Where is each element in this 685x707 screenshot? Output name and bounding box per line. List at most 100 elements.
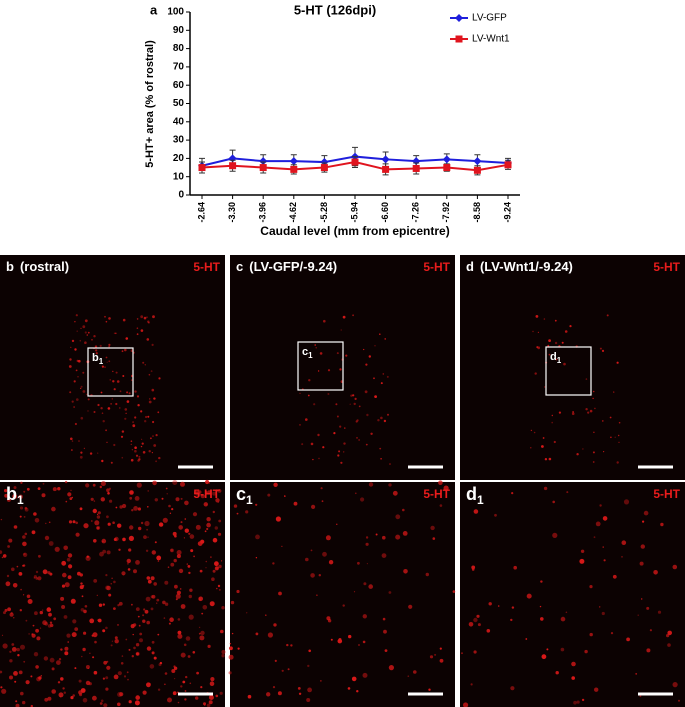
speckle xyxy=(362,640,366,644)
speckle xyxy=(214,561,219,567)
stain-label: 5-HT xyxy=(653,260,680,274)
speckle xyxy=(439,647,442,650)
speckle xyxy=(623,499,630,505)
speckle xyxy=(152,480,157,486)
speckle xyxy=(297,687,301,690)
speckle xyxy=(616,361,619,364)
speckle xyxy=(97,511,101,515)
speckle xyxy=(589,409,593,413)
x-tick-label: -3.96 xyxy=(258,202,268,223)
x-tick-label: -7.26 xyxy=(411,202,421,223)
speckle xyxy=(99,344,102,347)
speckle xyxy=(114,536,119,542)
speckle xyxy=(203,502,208,507)
speckle xyxy=(158,456,161,460)
speckle xyxy=(67,641,69,643)
speckle xyxy=(48,521,51,524)
speckle xyxy=(311,504,316,509)
speckle xyxy=(117,702,121,707)
speckle xyxy=(325,535,331,541)
speckle xyxy=(33,512,37,516)
speckle xyxy=(362,614,367,619)
speckle xyxy=(102,629,106,633)
speckle xyxy=(121,655,124,657)
speckle xyxy=(128,648,131,651)
speckle xyxy=(32,624,35,627)
speckle xyxy=(384,649,388,652)
speckle xyxy=(265,614,267,616)
speckle xyxy=(78,679,82,683)
speckle xyxy=(96,526,100,530)
speckle xyxy=(381,553,387,558)
speckle xyxy=(64,480,68,484)
speckle xyxy=(180,481,185,487)
micrograph xyxy=(230,482,455,707)
speckle xyxy=(133,646,136,650)
legend-label: LV-Wnt1 xyxy=(472,34,510,45)
speckle xyxy=(152,435,154,437)
speckle xyxy=(513,565,517,570)
label-part: 1 xyxy=(308,351,313,360)
speckle xyxy=(245,510,249,514)
speckle xyxy=(15,703,20,707)
speckle xyxy=(127,568,131,571)
speckle xyxy=(12,494,18,499)
speckle xyxy=(207,490,212,495)
speckle xyxy=(72,694,75,697)
speckle xyxy=(145,596,151,602)
speckle xyxy=(136,482,142,488)
speckle xyxy=(336,523,338,525)
speckle xyxy=(336,352,339,355)
speckle xyxy=(175,598,178,601)
speckle xyxy=(667,643,671,647)
speckle xyxy=(231,632,234,635)
speckle xyxy=(2,643,8,649)
speckle xyxy=(621,540,627,545)
speckle xyxy=(183,643,187,647)
speckle xyxy=(443,485,449,491)
speckle xyxy=(593,536,596,539)
speckle xyxy=(313,403,316,406)
speckle xyxy=(80,507,82,510)
speckle xyxy=(106,550,111,555)
speckle xyxy=(146,338,150,341)
speckle xyxy=(72,619,77,624)
y-tick-label: 50 xyxy=(173,98,185,109)
speckle xyxy=(476,614,480,618)
speckle xyxy=(430,525,435,531)
speckle xyxy=(134,449,137,453)
speckle xyxy=(158,522,164,527)
speckle xyxy=(173,558,177,563)
speckle xyxy=(387,413,389,416)
speckle xyxy=(24,506,28,510)
speckle xyxy=(210,677,215,682)
speckle xyxy=(39,610,43,615)
speckle xyxy=(537,331,540,333)
speckle xyxy=(131,509,134,512)
speckle xyxy=(103,660,108,665)
speckle xyxy=(140,445,143,448)
speckle xyxy=(141,442,144,445)
speckle xyxy=(377,419,380,422)
speckle xyxy=(92,695,97,701)
speckle xyxy=(342,604,345,607)
speckle xyxy=(180,497,183,500)
speckle xyxy=(174,534,177,538)
speckle xyxy=(76,398,79,401)
speckle xyxy=(186,563,188,565)
speckle xyxy=(92,508,98,514)
speckle xyxy=(477,623,481,627)
speckle xyxy=(208,700,213,705)
speckle xyxy=(63,615,68,619)
speckle xyxy=(66,557,71,562)
speckle xyxy=(61,584,66,588)
speckle xyxy=(439,504,443,507)
speckle xyxy=(589,632,593,637)
speckle xyxy=(51,667,55,671)
speckle xyxy=(152,315,155,319)
speckle xyxy=(543,318,546,320)
speckle xyxy=(267,493,271,497)
speckle xyxy=(363,348,365,351)
speckle xyxy=(74,348,77,351)
speckle xyxy=(552,532,558,539)
